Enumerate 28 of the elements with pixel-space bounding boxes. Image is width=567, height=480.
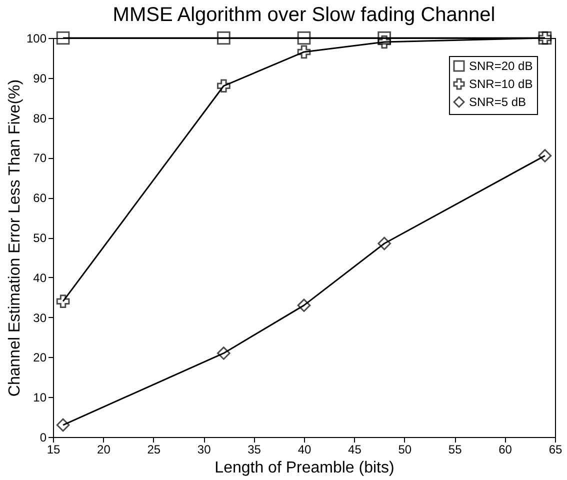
x-tick-label: 35 — [248, 442, 262, 456]
x-tick-label: 15 — [46, 442, 60, 456]
chart-title: MMSE Algorithm over Slow fading Channel — [112, 4, 496, 26]
y-tick-label: 90 — [33, 71, 47, 86]
y-tick-label: 80 — [33, 111, 47, 126]
x-tick-label: 30 — [197, 442, 212, 456]
y-axis-title: Channel Estimation Error Less Than Five(%) — [6, 79, 24, 397]
x-tick-label: 50 — [398, 442, 412, 456]
y-tick-label: 0 — [40, 430, 47, 444]
y-tick-label: 30 — [33, 310, 47, 325]
x-tick-label: 20 — [97, 442, 111, 456]
y-tick-label: 50 — [33, 231, 47, 245]
y-tick-label: 40 — [33, 270, 47, 285]
x-tick-label: 65 — [548, 442, 562, 456]
x-tick-label: 60 — [498, 442, 512, 456]
legend-label: SNR=20 dB — [469, 59, 533, 73]
x-tick-label: 40 — [298, 442, 312, 456]
y-tick-label: 60 — [33, 191, 47, 206]
y-tick-label: 10 — [33, 390, 47, 405]
legend-label: SNR=5 dB — [469, 95, 526, 109]
x-axis-title: Length of Preamble (bits) — [214, 460, 394, 476]
x-tick-label: 45 — [348, 442, 362, 456]
x-tick-label: 55 — [448, 442, 462, 456]
y-tick-label: 70 — [33, 151, 47, 166]
x-tick-label: 25 — [147, 442, 161, 456]
y-tick-label: 100 — [26, 32, 47, 46]
legend-label: SNR=10 dB — [469, 77, 533, 91]
y-tick-label: 20 — [33, 350, 47, 365]
